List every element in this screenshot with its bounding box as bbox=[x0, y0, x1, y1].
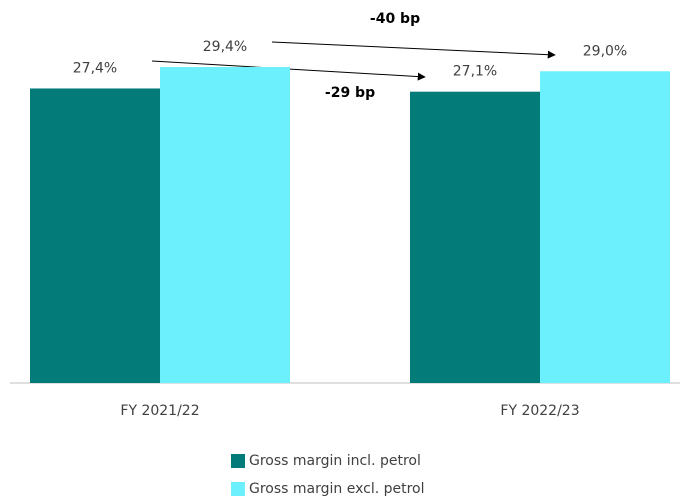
legend-swatch bbox=[231, 454, 245, 468]
value-label: 29,0% bbox=[583, 43, 627, 59]
legend-swatch bbox=[231, 482, 245, 496]
legend-label: Gross margin excl. petrol bbox=[249, 481, 425, 497]
x-tick-label: FY 2021/22 bbox=[120, 403, 199, 419]
bar bbox=[30, 88, 160, 384]
x-tick-label: FY 2022/23 bbox=[500, 403, 579, 419]
value-label: 27,1% bbox=[453, 64, 497, 80]
bar bbox=[160, 66, 290, 383]
annotation: -29 bp bbox=[325, 85, 375, 101]
arrow bbox=[271, 41, 556, 59]
bar bbox=[410, 91, 540, 384]
legend-label: Gross margin incl. petrol bbox=[249, 453, 421, 469]
annotation: -40 bp bbox=[370, 11, 420, 27]
value-label: 29,4% bbox=[203, 39, 247, 55]
bar bbox=[540, 71, 670, 383]
value-label: 27,4% bbox=[73, 60, 117, 76]
